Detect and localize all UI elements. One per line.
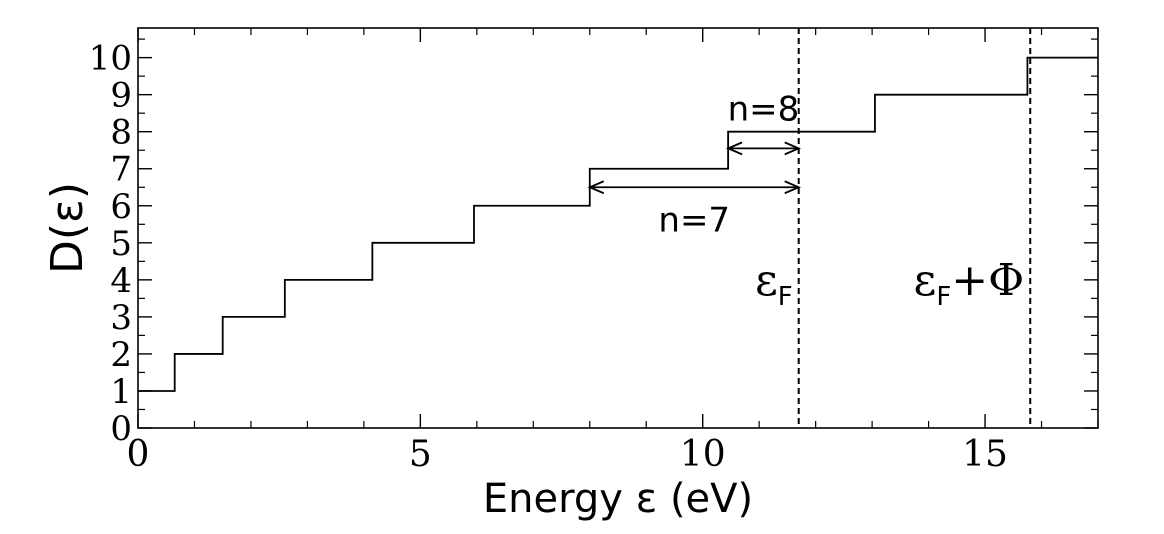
axis-ticks (137, 28, 1099, 429)
plot-frame (137, 27, 1099, 429)
arrow-head-left (587, 180, 605, 195)
y-tick-label: 4 (110, 261, 132, 301)
annotation-arrows: n=8 n=7 (587, 89, 801, 240)
vline-label: εF+Φ (914, 255, 1025, 312)
x-tick-label: 15 (962, 434, 1008, 475)
y-axis-label: D(ε) (42, 182, 93, 274)
x-tick-label: 5 (409, 434, 432, 475)
y-tick-label: 5 (110, 224, 132, 264)
y-tick-label: 8 (110, 113, 132, 153)
arrow-label: n=8 (728, 89, 800, 129)
y-tick-label: 6 (110, 187, 132, 227)
arrow-label: n=7 (658, 200, 730, 240)
reference-lines: εF εF+Φ (755, 28, 1032, 428)
arrow-head-right (784, 180, 801, 195)
step-series (138, 56, 1098, 392)
x-tick-label: 10 (680, 434, 726, 475)
y-tick-label: 7 (110, 150, 132, 190)
y-tick-label: 0 (110, 409, 132, 449)
arrow-head-right (784, 141, 801, 156)
y-tick-label: 10 (89, 39, 132, 79)
y-tick-label: 2 (110, 335, 132, 375)
x-tick-label: 0 (127, 434, 150, 475)
step-line (138, 56, 1098, 392)
arrow-head-left (725, 141, 743, 156)
y-tick-label: 9 (110, 76, 132, 116)
x-axis-label: Energy ε (eV) (483, 476, 753, 522)
y-tick-label: 3 (110, 298, 132, 338)
y-tick-label: 1 (110, 372, 132, 412)
vline-label: εF (755, 255, 793, 312)
